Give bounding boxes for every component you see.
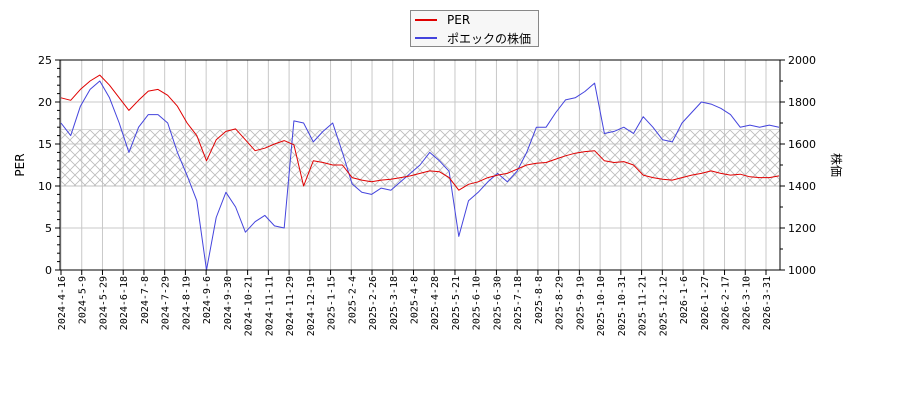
left-y-axis-title: PER [13,153,27,176]
x-axis: 2024-4-16 2024-5-9 2024-5-29 2024-6-18 2024-… [57,270,773,336]
x-tick-label: 2024-7-8 [140,276,151,324]
legend-item-price: ポエックの株価 [415,30,531,46]
x-tick-label: 2025-4-28 [430,276,441,330]
x-tick-label: 2025-2-26 [368,276,379,330]
x-tick-label: 2024-7-29 [161,276,172,330]
x-tick-label: 2025-1-15 [327,276,338,330]
left-y-tick-label: 5 [45,222,52,235]
left-y-tick-label: 15 [38,138,52,151]
legend-label-per: PER [447,13,471,27]
x-tick-label: 2025-4-8 [410,276,421,324]
right-y-tick-label: 1000 [788,264,816,277]
x-tick-label: 2024-11-11 [264,276,275,336]
x-tick-label: 2026-1-27 [700,276,711,330]
x-tick-label: 2025-7-18 [513,276,524,330]
x-tick-label: 2024-8-19 [181,276,192,330]
x-tick-label: 2025-8-8 [534,276,545,324]
x-tick-label: 2025-10-10 [596,276,607,336]
x-tick-label: 2024-5-29 [98,276,109,330]
price-line-swatch-icon [415,37,437,39]
x-tick-label: 2024-9-30 [223,276,234,330]
x-tick-label: 2025-10-31 [617,276,628,336]
left-y-tick-label: 0 [45,264,52,277]
x-tick-label: 2024-6-18 [119,276,130,330]
x-tick-label: 2025-5-21 [451,276,462,330]
legend: PER ポエックの株価 [410,10,539,47]
left-y-tick-label: 10 [38,180,52,193]
left-y-tick-label: 25 [38,54,52,67]
right-y-tick-label: 1600 [788,138,816,151]
x-tick-label: 2024-5-9 [78,276,89,324]
x-tick-label: 2024-9-6 [202,276,213,324]
left-y-axis: 0 5 10 15 20 25 [38,54,60,277]
left-y-tick-label: 20 [38,96,52,109]
x-tick-label: 2026-2-17 [721,276,732,330]
right-y-tick-label: 1400 [788,180,816,193]
x-tick-label: 2025-2-4 [347,276,358,324]
x-tick-label: 2024-4-16 [57,276,68,330]
x-tick-label: 2025-9-19 [575,276,586,330]
legend-label-price: ポエックの株価 [447,31,532,46]
per-shaded-band [59,129,781,187]
right-y-axis-title: 株価 [829,153,844,177]
right-y-axis: 1000 1200 1400 1600 1800 2000 [780,54,816,277]
x-tick-label: 2025-12-12 [658,276,669,336]
x-tick-label: 2026-1-6 [679,276,690,324]
x-tick-label: 2024-12-19 [306,276,317,336]
right-y-tick-label: 1200 [788,222,816,235]
x-tick-label: 2026-3-31 [762,276,773,330]
x-tick-label: 2025-6-10 [472,276,483,330]
x-tick-label: 2024-10-21 [244,276,255,336]
x-tick-label: 2025-8-29 [555,276,566,330]
right-y-tick-label: 2000 [788,54,816,67]
per-line-swatch-icon [415,19,437,21]
x-tick-label: 2024-11-29 [285,276,296,336]
x-tick-label: 2026-3-10 [741,276,752,330]
x-tick-label: 2025-11-21 [638,276,649,336]
x-tick-label: 2025-6-30 [492,276,503,330]
data-series [60,74,780,271]
legend-item-per: PER [415,12,470,28]
x-tick-label: 2025-3-18 [389,276,400,330]
right-y-tick-label: 1800 [788,96,816,109]
